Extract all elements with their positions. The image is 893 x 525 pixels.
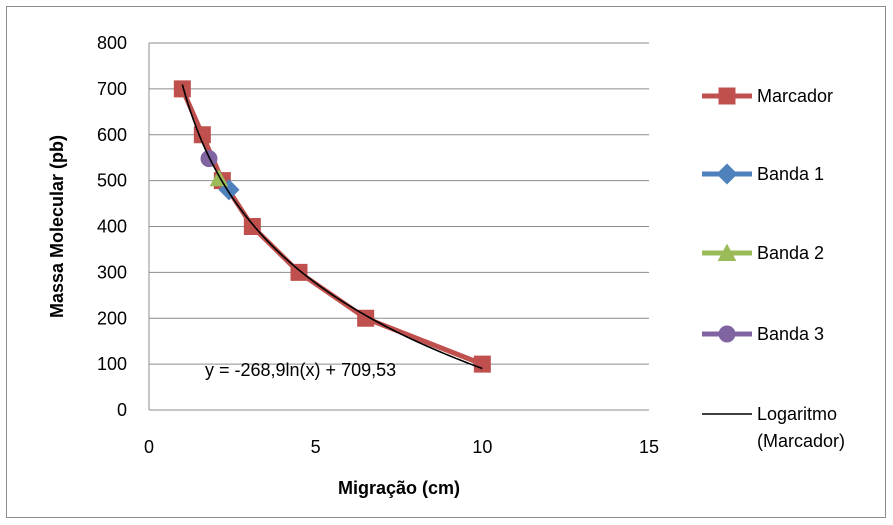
x-axis-ticks: 0 5 10 15	[144, 437, 659, 457]
data-point-marcador	[357, 309, 375, 327]
y-tick-label: 200	[97, 308, 127, 328]
data-point-marcador	[473, 355, 491, 373]
trendline-equation: y = -268,9ln(x) + 709,53	[205, 360, 396, 380]
chart-svg: 0 100 200 300 400 500 600 700 800 0 5 10 15 y = -26…	[47, 33, 845, 498]
legend-label-banda-1: Banda 1	[757, 164, 824, 184]
legend-marker-banda-2	[717, 243, 737, 261]
legend-label-banda-3: Banda 3	[757, 324, 824, 344]
y-tick-label: 700	[97, 79, 127, 99]
legend-marker-banda-3	[718, 325, 736, 343]
chart-frame: 0 100 200 300 400 500 600 700 800 0 5 10 15 y = -26…	[6, 6, 886, 518]
y-tick-label: 800	[97, 33, 127, 53]
data-point-marcador	[243, 218, 261, 235]
trendline-curve	[181, 84, 483, 370]
y-axis-title: Massa Molecular (pb)	[47, 135, 67, 318]
y-tick-label: 400	[97, 217, 127, 237]
data-point-marcador	[290, 263, 308, 281]
y-tick-label: 600	[97, 125, 127, 145]
legend-label-marcador: Marcador	[757, 86, 833, 106]
y-axis-ticks: 0 100 200 300 400 500 600 700 800	[97, 33, 127, 420]
x-tick-label: 5	[311, 437, 321, 457]
y-tick-label: 0	[117, 400, 127, 420]
y-tick-label: 500	[97, 171, 127, 191]
legend-label-trendline: Logaritmo	[757, 404, 837, 424]
legend-label-banda-2: Banda 2	[757, 243, 824, 263]
grid-layer	[148, 42, 649, 411]
legend-marker-banda-1	[716, 163, 738, 185]
legend-label-trendline: (Marcador)	[757, 431, 845, 451]
data-point-marcador	[173, 80, 191, 98]
legend: Marcador Banda 1 Banda 2 Banda 3 Logaritmo (M…	[702, 86, 845, 451]
x-axis-title: Migração (cm)	[338, 478, 460, 498]
x-tick-label: 0	[144, 437, 154, 457]
x-tick-label: 15	[639, 437, 659, 457]
y-tick-label: 300	[97, 262, 127, 282]
series-layer	[173, 80, 491, 373]
legend-marker-marcador	[718, 87, 736, 105]
y-tick-label: 100	[97, 354, 127, 374]
x-tick-label: 10	[472, 437, 492, 457]
